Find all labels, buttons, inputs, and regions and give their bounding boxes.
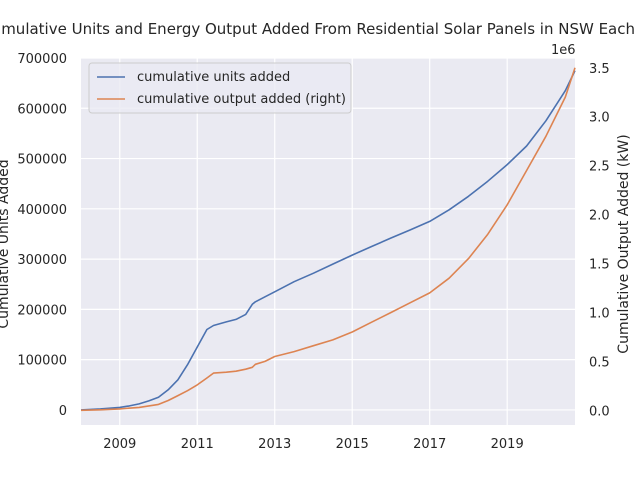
x-tick-label: 2011 <box>181 437 214 452</box>
y-axis-left-title: Cumulative Units Added <box>0 159 12 328</box>
series-line-units <box>80 70 576 411</box>
legend-label-units: cumulative units added <box>137 70 290 85</box>
y-tick-label-left: 400000 <box>17 203 67 218</box>
x-tick-label: 2013 <box>258 437 291 452</box>
y-tick-label-right: 0.5 <box>589 355 610 370</box>
legend-box <box>88 62 352 114</box>
plot-area <box>81 57 575 425</box>
axes-layer: 2009 2011 2013 2015 2017 2019 0 100000 200000 300… <box>17 52 609 452</box>
x-tick-label: 2017 <box>413 437 446 452</box>
y-axis-right-offset-text: 1e6 <box>551 43 576 58</box>
y-tick-label-right: 3.5 <box>589 62 610 77</box>
y-tick-label-right: 1.0 <box>589 306 610 321</box>
y-tick-label-right: 2.0 <box>589 209 610 224</box>
y-tick-label-left: 500000 <box>17 153 67 168</box>
y-tick-label-right: 0.0 <box>589 404 610 419</box>
y-tick-label-right: 2.5 <box>589 160 610 175</box>
y-tick-label-left: 300000 <box>17 253 67 268</box>
x-tick-label: 2015 <box>336 437 369 452</box>
y-tick-label-right: 1.5 <box>589 258 610 273</box>
y-tick-label-left: 100000 <box>17 354 67 369</box>
y-axis-right-title: Cumulative Output Added (kW) <box>616 134 632 353</box>
y-tick-label-left: 0 <box>59 404 67 419</box>
legend: cumulative units added cumulative output… <box>88 62 352 114</box>
y-tick-label-left: 200000 <box>17 303 67 318</box>
series-layer <box>80 67 576 412</box>
plot-background <box>81 58 575 425</box>
legend-label-output: cumulative output added (right) <box>137 92 346 107</box>
x-tick-label: 2009 <box>103 437 136 452</box>
y-tick-label-left: 600000 <box>17 102 67 117</box>
series-line-output <box>80 67 576 412</box>
y-tick-label-left: 700000 <box>17 52 67 67</box>
chart-title: Cumulative Units and Energy Output Added… <box>0 20 640 38</box>
x-tick-label: 2019 <box>491 437 524 452</box>
y-tick-label-right: 3.0 <box>589 111 610 126</box>
